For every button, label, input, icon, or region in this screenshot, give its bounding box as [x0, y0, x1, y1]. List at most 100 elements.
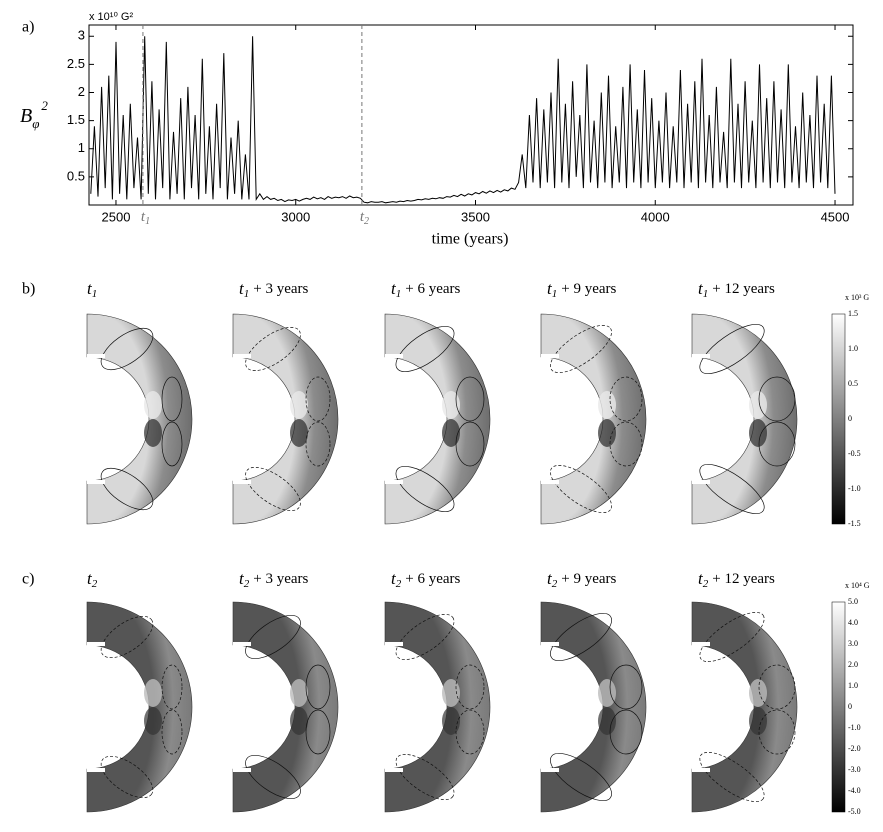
text-part: φ [32, 116, 39, 131]
text-part: B [20, 105, 32, 127]
text-part: t [391, 569, 397, 588]
frame-title: t1 + 6 years [391, 279, 461, 300]
contour [758, 376, 796, 422]
field-feature [442, 419, 460, 447]
y-tick-label: 1.5 [67, 112, 85, 127]
contour [699, 464, 765, 514]
edge-strip [692, 768, 710, 772]
colorbar-tick-label: -2.0 [848, 744, 861, 753]
x-tick-label: 3500 [461, 209, 490, 224]
text-part: t [360, 209, 365, 225]
text-part: t [141, 209, 146, 225]
meridional-slice [86, 313, 193, 525]
contour [161, 421, 183, 467]
edge-strip [692, 354, 710, 358]
frame-title: t2 + 9 years [547, 569, 617, 590]
contour [609, 664, 643, 710]
time-marker-label: t2 [360, 209, 369, 227]
plot-frame [88, 24, 854, 206]
contour [699, 324, 765, 374]
text-part: + 6 years [405, 571, 460, 587]
meridional-slice [232, 313, 339, 525]
meridional-slice [691, 601, 798, 813]
contour [161, 664, 183, 710]
colorbar-tick-label: -1.0 [848, 484, 861, 493]
meridional-slice [86, 601, 193, 813]
text-part: + 12 years [712, 281, 775, 297]
contour [245, 755, 301, 799]
text-part: 2 [41, 98, 48, 113]
field-feature [290, 391, 308, 419]
colorbar-tick-label: 2.0 [848, 660, 858, 669]
field-feature [144, 679, 162, 707]
contour [395, 754, 455, 800]
contour [305, 709, 331, 755]
x-tick-label: 4500 [821, 209, 850, 224]
contour [455, 376, 485, 422]
contour [245, 327, 301, 371]
frame-title: t2 + 6 years [391, 569, 461, 590]
contour [550, 753, 612, 801]
field-feature [598, 707, 616, 735]
frame-title: t2 [87, 569, 98, 590]
text-part: t [391, 279, 397, 298]
colorbar [831, 601, 846, 813]
colorbar-tick-label: 1.0 [848, 681, 858, 690]
field-feature [749, 707, 767, 735]
edge-strip [233, 480, 251, 484]
x-tick-label: 3000 [281, 209, 310, 224]
contour [100, 327, 154, 371]
y-tick-label: 2 [78, 84, 85, 99]
text-part: 1 [703, 288, 709, 300]
colorbar-tick-label: -1.0 [848, 723, 861, 732]
text-part: 1 [244, 288, 250, 300]
colorbar-tick-label: 0.5 [848, 379, 858, 388]
edge-strip [385, 354, 403, 358]
field-feature [290, 419, 308, 447]
x-tick-label: 4000 [641, 209, 670, 224]
contour [758, 421, 796, 467]
colorbar-unit: x 10³ G [845, 293, 869, 302]
contour [550, 325, 612, 373]
contour [245, 467, 301, 511]
meridional-slice [232, 601, 339, 813]
edge-strip [233, 354, 251, 358]
field-feature [290, 679, 308, 707]
text-part: + 9 years [561, 281, 616, 297]
contour [455, 709, 485, 755]
meridional-slice [540, 601, 647, 813]
contour [758, 664, 796, 710]
field-feature [144, 391, 162, 419]
frame-title: t1 [87, 279, 97, 300]
field-feature [442, 391, 460, 419]
field-feature [598, 391, 616, 419]
colorbar-tick-label: -3.0 [848, 765, 861, 774]
text-part: 1 [145, 216, 150, 227]
panel-label: b) [22, 281, 35, 298]
colorbar-tick-label: 0 [848, 414, 852, 423]
contour [161, 376, 183, 422]
time-marker-label: t1 [141, 209, 150, 227]
colorbar-tick-label: 1.5 [848, 309, 858, 318]
field-feature [144, 419, 162, 447]
text-part: + 12 years [712, 571, 775, 587]
text-part: t [87, 279, 93, 298]
contour [550, 613, 612, 661]
colorbar-tick-label: 1.0 [848, 344, 858, 353]
field-feature [144, 707, 162, 735]
field-feature [290, 707, 308, 735]
field-feature [598, 419, 616, 447]
field-feature [598, 679, 616, 707]
contour [609, 709, 643, 755]
text-part: t [547, 569, 553, 588]
contour [305, 664, 331, 710]
panel-label: a) [22, 19, 34, 36]
text-part: 2 [364, 216, 369, 227]
edge-strip [385, 642, 403, 646]
frame-title: t2 + 3 years [239, 569, 309, 590]
frame-title: t1 + 12 years [698, 279, 775, 300]
contour [245, 615, 301, 659]
meridional-slice [384, 601, 491, 813]
x-axis-label: time (years) [432, 231, 509, 248]
text-part: + 9 years [561, 571, 616, 587]
